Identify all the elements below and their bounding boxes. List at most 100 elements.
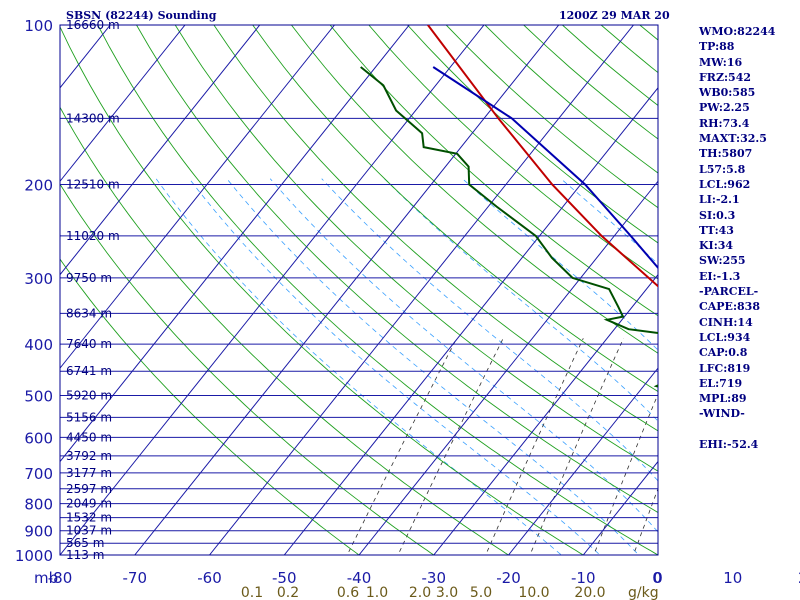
isotherm [508, 367, 658, 555]
mixing-ratio-label: 20.0 [574, 585, 605, 600]
height-label: 11020 m [66, 229, 120, 243]
temperature-tick-label: -10 [571, 569, 596, 587]
height-label: 16660 m [66, 18, 120, 32]
height-label: 14300 m [66, 111, 120, 125]
dry-adiabat [136, 25, 658, 514]
isotherm [60, 25, 261, 276]
index-item: TP:88 [699, 40, 735, 54]
temperature-tick-label: -50 [272, 569, 297, 587]
height-label: 6741 m [66, 364, 112, 378]
index-item [699, 422, 775, 437]
height-label: 9750 m [66, 271, 112, 285]
pressure-tick-label: 400 [24, 336, 53, 354]
index-item: MAXT:32.5 [699, 132, 767, 146]
isotherm [60, 25, 186, 183]
index-item: LCL:934 [699, 330, 751, 344]
dry-adiabat [174, 25, 658, 472]
pressure-tick-label: 900 [24, 523, 53, 541]
index-item: CAP:0.8 [699, 346, 748, 360]
temperature-line [427, 25, 658, 288]
indices-panel: WMO:82244 TP:88 MW:16 FRZ:542 WB0:585 PW:2.25… [699, 24, 775, 452]
height-label: 3177 m [66, 466, 112, 480]
temperature-right-label: 0 [652, 569, 662, 587]
isotherm [582, 460, 658, 555]
index-item: -WIND- [699, 407, 745, 421]
index-item: EL:719 [699, 376, 743, 390]
isotherm [209, 25, 634, 555]
moist-adiabat [188, 178, 601, 555]
moist-adiabat [269, 178, 658, 533]
isotherm [358, 180, 658, 555]
height-label: 1037 m [66, 524, 112, 538]
index-item: CAPE:838 [699, 300, 760, 314]
mixing-ratio-labels: 0.1 0.2 0.6 1.0 2.0 3.0 5.0 10.0 20.0 g/kg [241, 585, 659, 600]
pressure-tick-label: 600 [24, 429, 53, 447]
height-label: 12510 m [66, 178, 120, 192]
height-label: 1532 m [66, 511, 112, 525]
mixing-ratio-label: 1.0 [366, 585, 388, 600]
pressure-tick-label: 200 [24, 177, 53, 195]
mixing-ratio-label: 2.0 [409, 585, 431, 600]
isotherm [283, 87, 658, 555]
parcel-line [432, 66, 658, 270]
index-item: TT:43 [699, 223, 734, 237]
moist-adiabat [384, 178, 658, 422]
dry-adiabat [97, 25, 658, 555]
temperature-tick-label: 10 [723, 569, 742, 587]
dry-adiabat [252, 25, 658, 393]
moist-adiabat [155, 178, 563, 555]
index-item: WB0:585 [699, 86, 756, 100]
index-item: LCL:962 [699, 177, 751, 191]
pressure-tick-label: 800 [24, 496, 53, 514]
mixing-ratio-line [346, 338, 458, 555]
isotherm [60, 25, 410, 463]
index-item: WMO:82244 [699, 25, 776, 38]
temperature-tick-label: -40 [347, 569, 372, 587]
pressure-labels: 100 200 300 400 500 600 700 800 900 1000 mb [15, 17, 58, 587]
index-item: LI:-2.1 [699, 193, 740, 207]
index-item: PW:2.25 [699, 101, 750, 115]
index-item: MPL:89 [699, 392, 747, 406]
isotherm [134, 25, 560, 555]
mixing-ratio-line [397, 338, 504, 555]
temperature-tick-label: -80 [48, 569, 73, 587]
temperature-labels: -80-70-60-50-40-30-20-100102030400 [48, 569, 800, 587]
station-title: SBSN (82244) Sounding [66, 9, 217, 22]
index-item: KI:34 [699, 239, 734, 253]
mixing-ratio-unit: g/kg [628, 585, 659, 600]
temperature-tick-label: 20 [798, 569, 800, 587]
isotherm [60, 25, 335, 369]
pressure-tick-label: 500 [24, 387, 53, 405]
temperature-tick-label: 0 [653, 569, 663, 587]
moist-adiabats [155, 178, 658, 555]
index-item: FRZ:542 [699, 70, 752, 84]
moist-adiabat [226, 178, 640, 555]
moist-adiabat [321, 178, 658, 482]
mixing-ratio-label: 0.2 [277, 585, 299, 600]
isotherm [60, 25, 485, 555]
height-label: 113 m [66, 548, 104, 562]
height-label: 5156 m [66, 410, 112, 424]
moist-adiabat [462, 178, 658, 351]
index-item: L57:5.8 [699, 162, 746, 176]
mixing-ratio-line [632, 487, 658, 555]
height-label: 2049 m [66, 497, 112, 511]
plot-frame [59, 24, 659, 556]
pressure-unit-label: mb [34, 569, 58, 587]
dry-adiabat [291, 25, 658, 354]
height-label: 4450 m [66, 430, 112, 444]
index-item: RH:73.4 [699, 116, 750, 130]
temperature-tick-label: -60 [197, 569, 222, 587]
mixing-ratio-label: 0.1 [241, 585, 263, 600]
pressure-tick-label: 300 [24, 270, 53, 288]
height-label: 7640 m [66, 337, 112, 351]
dewpoint-line [360, 66, 658, 388]
pressure-tick-label: 700 [24, 465, 53, 483]
mixing-ratio-label: 3.0 [436, 585, 458, 600]
pressure-tick-label: 100 [24, 17, 53, 35]
pressure-tick-label: 1000 [15, 547, 53, 565]
mixing-ratio-label: 10.0 [518, 585, 549, 600]
index-item: TH:5807 [699, 147, 753, 161]
index-item: EI:-1.3 [699, 269, 741, 283]
